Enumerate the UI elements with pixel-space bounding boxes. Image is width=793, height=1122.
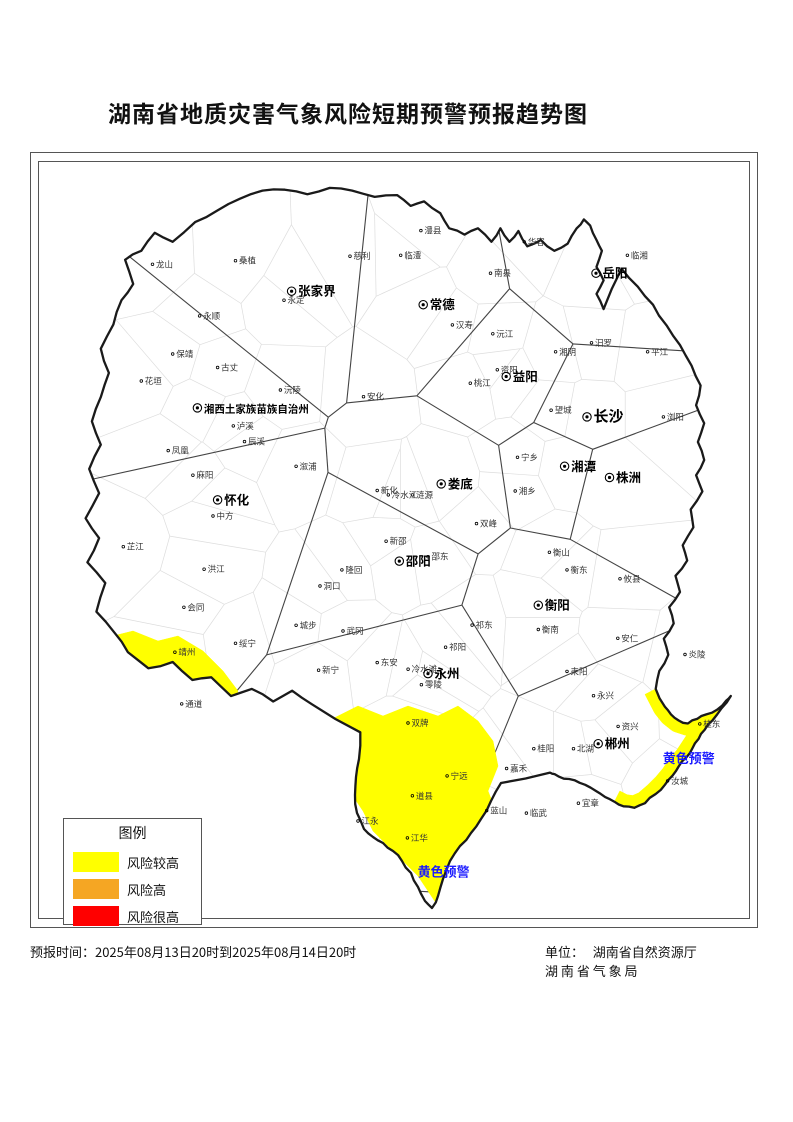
- svg-text:永兴: 永兴: [597, 690, 615, 702]
- svg-text:通道: 通道: [185, 698, 203, 710]
- svg-text:汝城: 汝城: [671, 775, 689, 787]
- svg-text:泸溪: 泸溪: [237, 420, 255, 432]
- svg-text:湘乡: 湘乡: [519, 485, 536, 497]
- svg-text:衡山: 衡山: [553, 546, 570, 558]
- svg-text:资兴: 资兴: [622, 720, 640, 732]
- svg-text:祁东: 祁东: [476, 619, 493, 631]
- svg-text:桂东: 桂东: [703, 718, 720, 730]
- svg-text:城步: 城步: [300, 619, 317, 631]
- svg-text:南县: 南县: [494, 267, 512, 279]
- svg-text:岳阳: 岳阳: [603, 263, 628, 282]
- svg-text:靖州: 靖州: [178, 646, 195, 658]
- svg-text:浏阳: 浏阳: [667, 411, 684, 423]
- svg-text:龙山: 龙山: [156, 258, 173, 270]
- svg-text:湘潭: 湘潭: [571, 456, 597, 475]
- svg-text:冷水江: 冷水江: [392, 489, 418, 501]
- svg-text:黄色预警: 黄色预警: [418, 862, 470, 881]
- svg-text:邵东: 邵东: [432, 551, 449, 563]
- svg-text:临湘: 临湘: [631, 249, 648, 261]
- svg-text:零陵: 零陵: [425, 679, 443, 691]
- svg-text:蓝山: 蓝山: [490, 805, 507, 817]
- svg-text:洪江: 洪江: [208, 563, 226, 575]
- svg-text:衡阳: 衡阳: [545, 595, 570, 614]
- svg-text:郴州: 郴州: [605, 733, 630, 752]
- svg-text:中方: 中方: [217, 510, 234, 522]
- svg-text:溆浦: 溆浦: [300, 460, 318, 472]
- svg-text:安仁: 安仁: [621, 632, 639, 644]
- svg-text:株洲: 株洲: [616, 467, 641, 486]
- svg-text:安化: 安化: [367, 391, 385, 403]
- svg-text:辰溪: 辰溪: [248, 436, 266, 448]
- svg-text:双牌: 双牌: [412, 717, 430, 729]
- svg-text:古丈: 古丈: [221, 362, 239, 374]
- svg-text:慈利: 慈利: [354, 250, 371, 262]
- svg-text:宁乡: 宁乡: [521, 451, 538, 463]
- svg-text:常德: 常德: [430, 294, 456, 313]
- svg-text:桃江: 桃江: [474, 377, 492, 389]
- svg-text:桑植: 桑植: [239, 255, 257, 267]
- svg-text:益阳: 益阳: [513, 366, 538, 385]
- svg-text:怀化: 怀化: [224, 489, 250, 508]
- svg-text:道县: 道县: [416, 790, 434, 802]
- svg-text:湘阴: 湘阴: [559, 346, 576, 358]
- svg-text:新邵: 新邵: [390, 535, 408, 547]
- svg-text:北湖: 北湖: [577, 743, 594, 755]
- svg-text:华容: 华容: [528, 236, 546, 248]
- svg-text:东安: 东安: [381, 657, 398, 669]
- svg-text:望城: 望城: [555, 404, 573, 416]
- svg-text:黄色预警: 黄色预警: [663, 748, 715, 767]
- svg-text:娄底: 娄底: [448, 473, 474, 492]
- svg-text:衡东: 衡东: [571, 564, 588, 576]
- svg-text:永顺: 永顺: [203, 310, 221, 322]
- svg-text:耒阳: 耒阳: [571, 665, 588, 677]
- svg-text:花垣: 花垣: [145, 375, 163, 387]
- svg-text:平江: 平江: [651, 346, 669, 358]
- svg-text:绥宁: 绥宁: [239, 637, 256, 649]
- svg-text:宜章: 宜章: [582, 797, 600, 809]
- svg-text:永定: 永定: [288, 294, 306, 306]
- svg-text:沅陵: 沅陵: [284, 384, 302, 396]
- svg-text:会同: 会同: [187, 601, 204, 613]
- svg-text:宁远: 宁远: [451, 770, 469, 782]
- svg-text:保靖: 保靖: [176, 348, 194, 360]
- svg-text:炎陵: 炎陵: [689, 649, 707, 661]
- svg-text:澧县: 澧县: [424, 225, 442, 237]
- svg-text:攸县: 攸县: [624, 573, 642, 585]
- svg-text:湘西土家族苗族自治州: 湘西土家族苗族自治州: [204, 401, 309, 416]
- svg-text:沅江: 沅江: [496, 328, 514, 340]
- svg-text:新宁: 新宁: [322, 664, 339, 676]
- svg-text:洞口: 洞口: [324, 580, 341, 592]
- svg-text:祁阳: 祁阳: [449, 641, 466, 653]
- svg-text:隆回: 隆回: [345, 564, 362, 576]
- svg-text:麻阳: 麻阳: [196, 469, 213, 481]
- svg-text:长沙: 长沙: [594, 405, 624, 426]
- svg-text:邵阳: 邵阳: [406, 551, 431, 570]
- svg-text:凤凰: 凤凰: [172, 445, 190, 457]
- svg-text:芷江: 芷江: [127, 541, 145, 553]
- svg-text:嘉禾: 嘉禾: [510, 763, 528, 775]
- svg-text:江华: 江华: [411, 832, 429, 844]
- svg-text:汉寿: 汉寿: [456, 319, 474, 331]
- svg-text:武冈: 武冈: [347, 625, 364, 637]
- svg-text:双峰: 双峰: [480, 518, 498, 530]
- svg-text:涟源: 涟源: [416, 489, 434, 501]
- svg-text:桂阳: 桂阳: [537, 743, 554, 755]
- svg-text:临武: 临武: [530, 807, 548, 819]
- svg-text:衡南: 衡南: [542, 624, 559, 636]
- svg-text:江永: 江永: [362, 815, 380, 827]
- svg-text:汨罗: 汨罗: [595, 337, 612, 349]
- svg-text:临澧: 临澧: [404, 249, 422, 261]
